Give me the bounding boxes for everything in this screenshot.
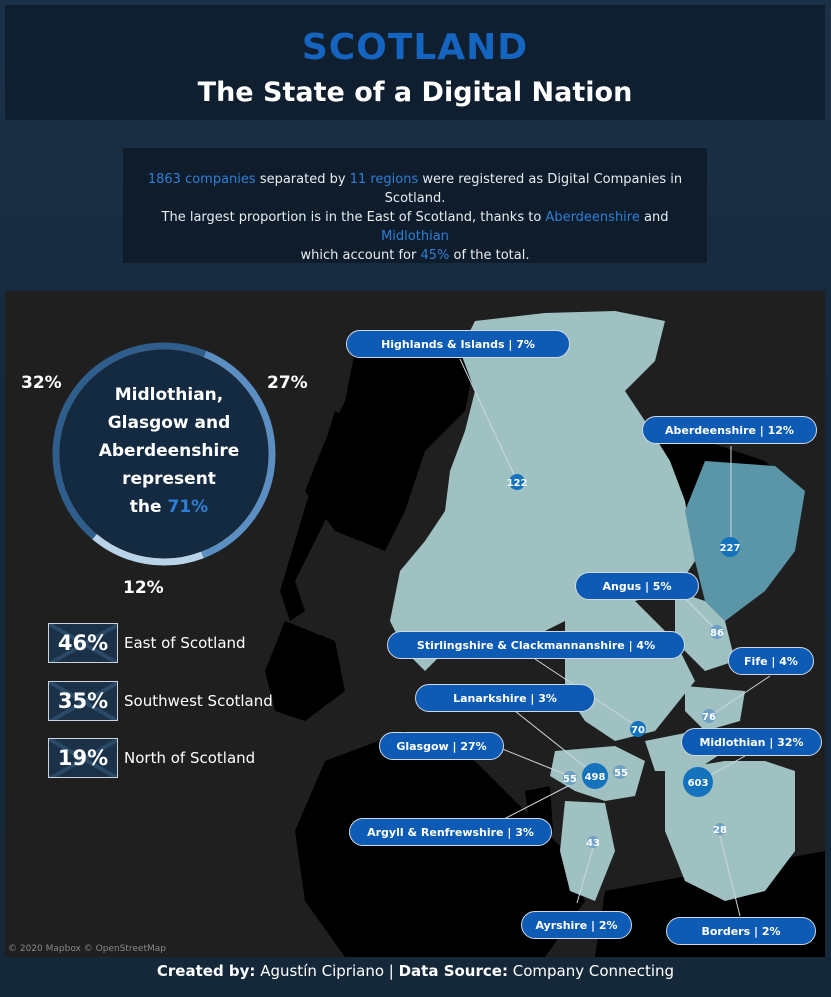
count-ayrshire: 43 <box>586 838 600 849</box>
marker-midlothian[interactable] <box>683 767 713 797</box>
count-stirling: 70 <box>631 725 645 736</box>
region-pct-box: 19% <box>48 738 118 778</box>
count-argyll: 55 <box>563 774 577 785</box>
intro-midlothian: Midlothian <box>381 229 449 244</box>
donut-line-2: Glasgow and <box>107 413 231 433</box>
donut-chart <box>52 342 276 566</box>
footer-source-label: Data Source: <box>398 962 508 980</box>
donut-line-1: Midlothian, <box>114 385 224 405</box>
companies-count: 1863 companies <box>147 172 256 187</box>
fife-region[interactable] <box>685 686 745 731</box>
marker-ayrshire[interactable] <box>587 836 599 848</box>
intro-text: 1863 companies separated by 11 regions w… <box>123 148 707 263</box>
western-coast <box>305 331 475 551</box>
count-angus: 86 <box>710 628 724 639</box>
region-pct: 35% <box>57 689 109 713</box>
donut-label-aberdeenshire: 12% <box>123 578 164 598</box>
label-ayrshire[interactable]: Ayrshire | 2% <box>521 911 632 939</box>
donut-line-3: Aberdeenshire <box>98 441 240 461</box>
marker-highlands[interactable] <box>509 474 525 490</box>
aberdeenshire-region[interactable] <box>685 461 805 621</box>
marker-borders[interactable] <box>714 823 726 835</box>
label-lanarkshire[interactable]: Lanarkshire | 3% <box>415 684 595 712</box>
header-banner: SCOTLAND The State of a Digital Nation <box>5 5 825 120</box>
markers <box>509 474 740 848</box>
marker-glasgow[interactable] <box>582 763 608 789</box>
donut-line-5: the 71% <box>55 493 283 521</box>
region-group-east: 46% East of Scotland <box>48 623 246 663</box>
label-midlothian[interactable]: Midlothian | 32% <box>681 728 822 756</box>
saltire-icon <box>49 624 117 662</box>
footer-created-label: Created by: <box>156 962 256 980</box>
region-pct-box: 46% <box>48 623 118 663</box>
label-highlands[interactable]: Highlands & Islands | 7% <box>346 330 570 358</box>
marker-fife[interactable] <box>702 709 716 723</box>
page-title: SCOTLAND <box>301 27 529 68</box>
region-name: North of Scotland <box>124 749 256 767</box>
label-argyll[interactable]: Argyll & Renfrewshire | 3% <box>349 818 552 846</box>
leader-lines <box>459 358 771 917</box>
saltire-icon <box>49 739 117 777</box>
label-stirlingshire[interactable]: Stirlingshire & Clackmannanshire | 4% <box>387 631 685 659</box>
saltire-icon <box>49 682 117 720</box>
donut-pct: 71% <box>167 497 209 517</box>
donut-line-5-prefix: the <box>129 497 168 517</box>
footer-author: Agustín Cipriano | <box>255 962 399 980</box>
marker-aberdeenshire[interactable] <box>720 537 740 557</box>
donut-segment-aberdeenshire <box>92 534 204 566</box>
donut-label-midlothian: 32% <box>21 373 62 393</box>
donut-center-text: Midlothian, Glasgow and Aberdeenshire re… <box>55 381 283 521</box>
label-borders[interactable]: Borders | 2% <box>666 917 816 945</box>
label-angus[interactable]: Angus | 5% <box>575 572 699 600</box>
count-aberdeenshire: 227 <box>720 543 741 554</box>
count-borders: 28 <box>713 825 727 836</box>
intro-text-4: and <box>639 210 669 225</box>
map-panel[interactable]: 122 227 86 70 76 55 498 55 603 43 28 © 2… <box>5 291 825 957</box>
donut-segment-midlothian <box>52 342 207 540</box>
region-pct: 46% <box>57 631 109 655</box>
marker-lanarkshire[interactable] <box>613 765 627 779</box>
count-fife: 76 <box>702 712 716 723</box>
footer-credits: Created by: Agustín Cipriano | Data Sour… <box>0 962 831 980</box>
intro-text-5: which account for <box>300 248 421 263</box>
marker-counts: 122 227 86 70 76 55 498 55 603 43 28 <box>507 478 741 849</box>
label-aberdeenshire[interactable]: Aberdeenshire | 12% <box>642 416 817 444</box>
page-subtitle: The State of a Digital Nation <box>197 77 633 108</box>
region-group-southwest: 35% Southwest Scotland <box>48 681 273 721</box>
intro-aberdeenshire: Aberdeenshire <box>545 210 640 225</box>
region-group-north: 19% North of Scotland <box>48 738 255 778</box>
map-attribution[interactable]: © 2020 Mapbox © OpenStreetMap <box>8 944 166 954</box>
regions-count: 11 regions <box>349 172 419 187</box>
donut-label-glasgow: 27% <box>267 373 308 393</box>
count-glasgow: 498 <box>585 772 606 783</box>
count-highlands: 122 <box>507 478 528 489</box>
west-islands <box>265 621 345 721</box>
intro-pct: 45% <box>420 248 450 263</box>
count-midlothian: 603 <box>688 778 709 789</box>
intro-text-1: separated by <box>255 172 350 187</box>
intro-text-3: The largest proportion is in the East of… <box>161 210 546 225</box>
marker-stirling[interactable] <box>630 721 646 737</box>
region-pct-box: 35% <box>48 681 118 721</box>
angus-region[interactable] <box>675 591 735 671</box>
marker-argyll[interactable] <box>563 771 577 785</box>
ayrshire-region[interactable] <box>560 801 615 901</box>
label-fife[interactable]: Fife | 4% <box>728 647 814 675</box>
count-lanarkshire: 55 <box>614 768 628 779</box>
region-pct: 19% <box>57 746 109 770</box>
region-name: East of Scotland <box>124 634 246 652</box>
intro-text-2: were registered as Digital Companies in … <box>384 172 683 206</box>
label-glasgow[interactable]: Glasgow | 27% <box>379 732 504 760</box>
intro-text-6: of the total. <box>449 248 530 263</box>
outer-hebrides <box>280 411 365 621</box>
footer-source: Company Connecting <box>507 962 675 980</box>
marker-angus[interactable] <box>710 625 724 639</box>
region-name: Southwest Scotland <box>124 692 273 710</box>
donut-segment-glasgow <box>201 350 276 559</box>
donut-line-4: represent <box>122 469 216 489</box>
